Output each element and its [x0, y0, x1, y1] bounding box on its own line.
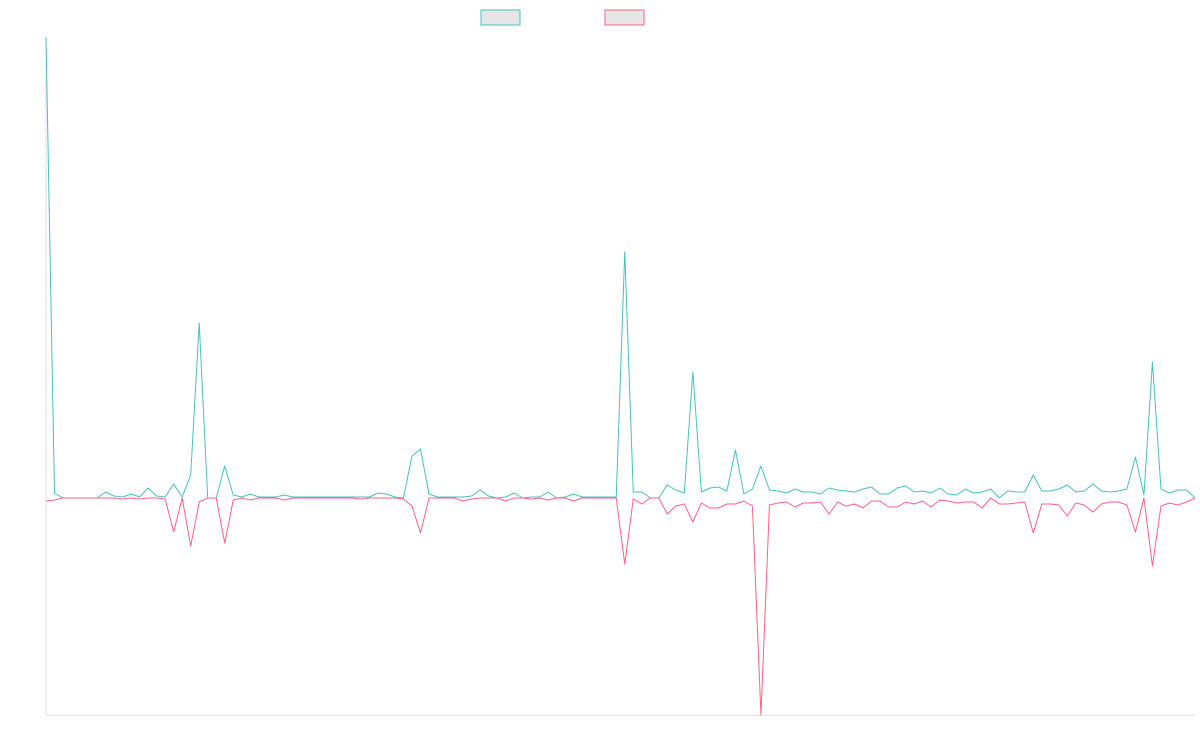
legend-swatch: [480, 9, 521, 26]
series-line: [45, 497, 1196, 716]
series-line: [45, 36, 1196, 499]
legend-swatch: [604, 9, 645, 26]
